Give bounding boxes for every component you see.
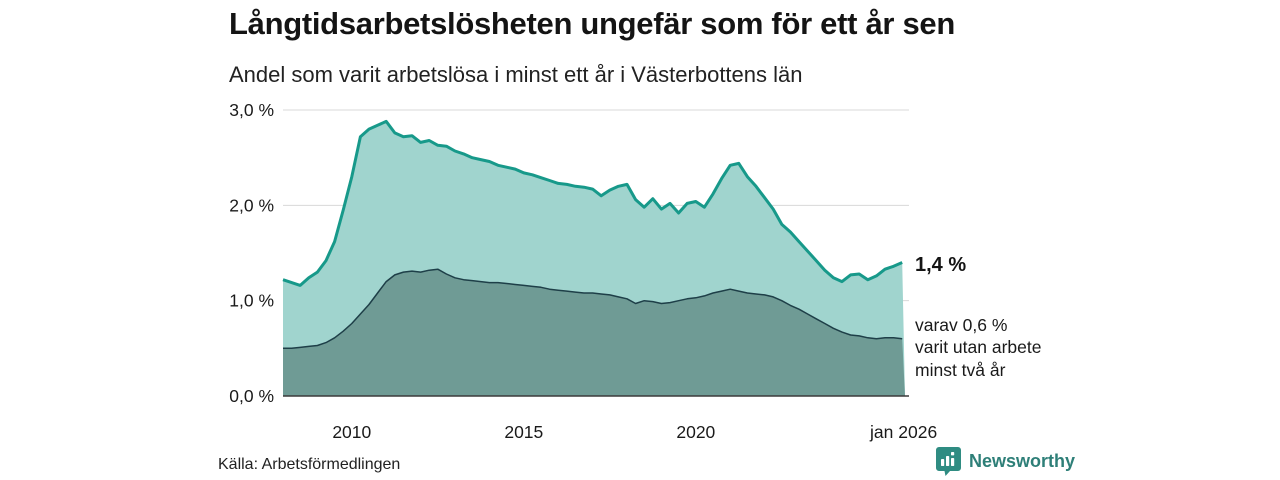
newsworthy-wordmark: Newsworthy xyxy=(969,451,1076,471)
end-label-sub-line1: varav 0,6 % xyxy=(915,315,1008,335)
newsworthy-logo: Newsworthy xyxy=(935,446,1075,477)
chart-subtitle: Andel som varit arbetslösa i minst ett å… xyxy=(229,62,803,87)
line-two-years xyxy=(283,268,903,350)
newsworthy-icon xyxy=(936,447,961,476)
y-tick-label: 2,0 % xyxy=(229,195,274,215)
y-tick-label: 3,0 % xyxy=(229,100,274,120)
chart-title: Långtidsarbetslösheten ungefär som för e… xyxy=(229,6,956,41)
x-tick-label: 2010 xyxy=(332,422,371,442)
x-tick-label: jan 2026 xyxy=(869,422,937,442)
end-label-sub-line2: varit utan arbete xyxy=(915,337,1042,358)
end-label-sub-line3: minst två år xyxy=(915,359,1006,380)
y-tick-label: 1,0 % xyxy=(229,291,274,311)
source-note: Källa: Arbetsförmedlingen xyxy=(218,456,401,473)
series-end-label-two-years: varav 0,6 % varit utan arbete minst två … xyxy=(915,314,1041,381)
x-tick-label: 2015 xyxy=(504,422,543,442)
x-tick-label: 2020 xyxy=(676,422,715,442)
area-two-years xyxy=(283,269,905,396)
line-one-year xyxy=(282,119,903,287)
y-tick-label: 0,0 % xyxy=(229,386,274,406)
series-end-label-one-year: 1,4 % xyxy=(915,254,967,276)
